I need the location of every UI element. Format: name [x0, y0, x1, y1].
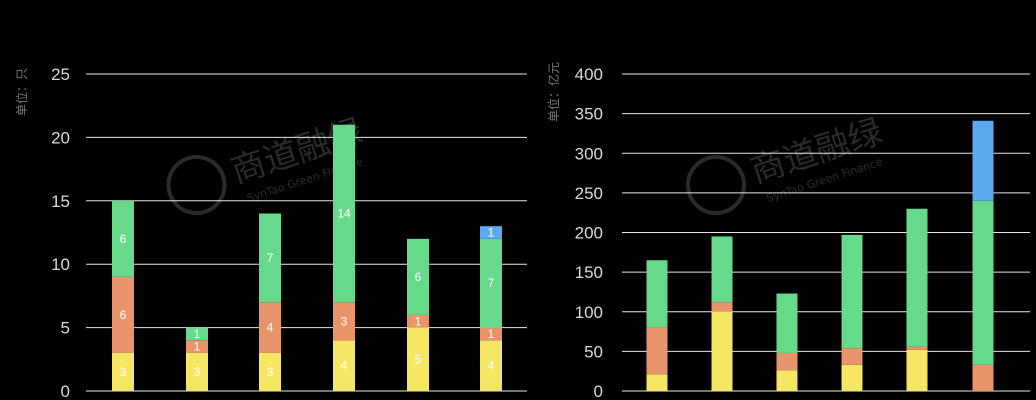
bar-segment [112, 352, 134, 391]
data-label: 4 [488, 359, 495, 373]
bar-segment [259, 302, 281, 353]
watermark-logo-icon [686, 155, 746, 215]
bar-segment [776, 370, 798, 391]
bar-segment [972, 200, 994, 365]
data-label: 6 [120, 232, 127, 246]
data-label: 3 [267, 365, 274, 379]
y-tick-label: 0 [61, 382, 70, 400]
y-axis-label: 单位：只 [14, 68, 29, 116]
bar-segment [480, 226, 502, 239]
bar-segment [906, 349, 928, 391]
bar-segment [407, 314, 429, 328]
bar-segment [333, 124, 355, 303]
bar-segment [112, 200, 134, 277]
bar-segment [333, 340, 355, 391]
data-label: 1 [488, 226, 495, 240]
y-tick-label: 400 [575, 65, 603, 84]
data-label: 4 [267, 321, 274, 335]
y-tick-label: 20 [51, 128, 70, 147]
data-label: 3 [194, 365, 201, 379]
bar-segment [841, 234, 863, 349]
y-tick-label: 150 [575, 263, 603, 282]
y-tick-label: 50 [584, 342, 603, 361]
bar-segment [906, 346, 928, 350]
y-axis-label: 单位：亿元 [546, 62, 561, 122]
bar-segment [646, 327, 668, 375]
bar-segment [333, 302, 355, 341]
y-tick-label: 200 [575, 224, 603, 243]
y-tick-label: 300 [575, 144, 603, 163]
y-tick-label: 0 [594, 382, 603, 400]
y-tick-label: 15 [51, 192, 70, 211]
data-label: 4 [341, 359, 348, 373]
watermark-logo-icon [166, 155, 227, 215]
bar-segment [407, 327, 429, 391]
data-label: 7 [488, 276, 495, 290]
data-label: 6 [415, 270, 422, 284]
bar-segment [186, 340, 208, 353]
data-label: 5 [415, 352, 422, 366]
bar-segment [711, 236, 733, 303]
data-label: 1 [194, 340, 201, 354]
bar-segment [112, 276, 134, 353]
bar-segment [186, 327, 208, 341]
y-tick-label: 10 [51, 255, 70, 274]
bar-segment [480, 340, 502, 391]
data-label: 6 [120, 308, 127, 322]
bar-segment [972, 120, 994, 201]
bar-segment [841, 364, 863, 391]
y-tick-label: 250 [575, 184, 603, 203]
bar-segment [259, 213, 281, 303]
bar-segment [776, 293, 798, 353]
bar-segment [480, 327, 502, 341]
data-label: 1 [194, 327, 201, 341]
bar-segment [407, 238, 429, 315]
bar-segment [776, 352, 798, 371]
bar-segment [646, 374, 668, 391]
bar-segment [841, 348, 863, 365]
bar-segment [480, 238, 502, 328]
y-tick-label: 5 [61, 319, 70, 338]
bar-segment [711, 302, 733, 312]
y-tick-label: 100 [575, 303, 603, 322]
data-label: 3 [341, 314, 348, 328]
data-label: 7 [267, 251, 274, 265]
data-label: 1 [488, 327, 495, 341]
bar-segment [906, 208, 928, 347]
data-label: 3 [120, 365, 127, 379]
data-label: 1 [415, 314, 422, 328]
y-tick-label: 25 [51, 65, 70, 84]
bar-segment [972, 364, 994, 391]
bar-segment [259, 352, 281, 391]
y-tick-label: 350 [575, 105, 603, 124]
bar-segment [646, 260, 668, 328]
bar-segment [711, 311, 733, 391]
data-label: 14 [337, 206, 351, 220]
bar-segment [186, 352, 208, 391]
